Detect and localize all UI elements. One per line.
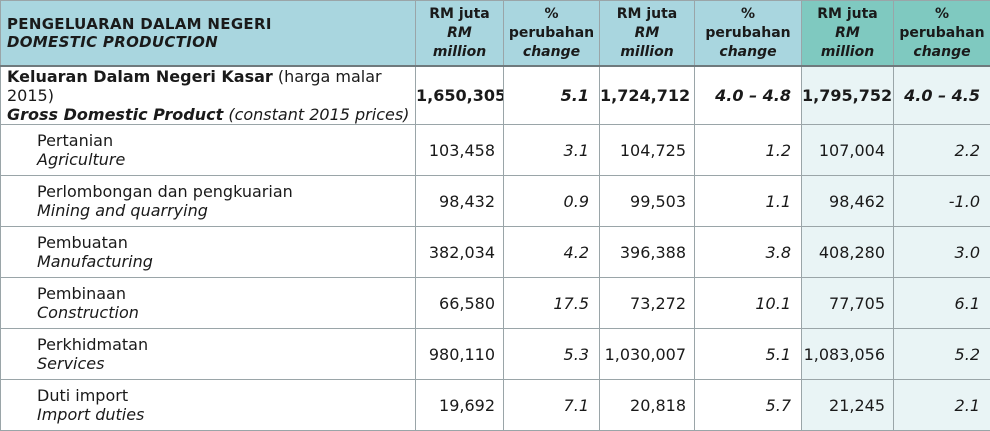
value-cell: 980,110: [416, 329, 504, 380]
change-cell: 5.3: [504, 329, 600, 380]
col-header-rm-1: RM juta RM million: [416, 1, 504, 67]
change-cell: -1.0: [894, 176, 990, 227]
value-cell: 1,030,007: [600, 329, 695, 380]
change-cell: 6.1: [894, 278, 990, 329]
change-cell: 10.1: [695, 278, 802, 329]
col-header-pct-2: % perubahan change: [695, 1, 802, 67]
gdp-value-2: 1,724,712: [600, 66, 695, 125]
change-cell: 3.8: [695, 227, 802, 278]
change-cell: 17.5: [504, 278, 600, 329]
title-english: DOMESTIC PRODUCTION: [7, 33, 415, 51]
change-cell: 5.2: [894, 329, 990, 380]
gdp-change-2: 4.0 – 4.8: [695, 66, 802, 125]
value-cell: 19,692: [416, 380, 504, 431]
table-title: PENGELUARAN DALAM NEGERI DOMESTIC PRODUC…: [1, 1, 416, 67]
change-cell: 4.2: [504, 227, 600, 278]
gdp-value-1: 1,650,305: [416, 66, 504, 125]
change-cell: 3.1: [504, 125, 600, 176]
value-cell: 107,004: [802, 125, 894, 176]
change-cell: 5.7: [695, 380, 802, 431]
change-cell: 3.0: [894, 227, 990, 278]
value-cell: 104,725: [600, 125, 695, 176]
gdp-label-malay: Keluaran Dalam Negeri Kasar: [7, 67, 273, 86]
header-row: PENGELUARAN DALAM NEGERI DOMESTIC PRODUC…: [1, 1, 990, 67]
change-cell: 1.2: [695, 125, 802, 176]
table-row: Pembinaan Construction 66,580 17.5 73,27…: [1, 278, 990, 329]
value-cell: 77,705: [802, 278, 894, 329]
col-header-rm-3: RM juta RM million: [802, 1, 894, 67]
change-cell: 7.1: [504, 380, 600, 431]
change-cell: 1.1: [695, 176, 802, 227]
value-cell: 396,388: [600, 227, 695, 278]
value-cell: 99,503: [600, 176, 695, 227]
value-cell: 21,245: [802, 380, 894, 431]
change-cell: 2.1: [894, 380, 990, 431]
table-row: Duti import Import duties 19,692 7.1 20,…: [1, 380, 990, 431]
row-label: Pembinaan Construction: [1, 278, 416, 329]
value-cell: 1,083,056: [802, 329, 894, 380]
value-cell: 98,432: [416, 176, 504, 227]
row-label: Perkhidmatan Services: [1, 329, 416, 380]
table-row: Perlombongan dan pengkuarian Mining and …: [1, 176, 990, 227]
gdp-label: Keluaran Dalam Negeri Kasar (harga malar…: [1, 66, 416, 125]
value-cell: 73,272: [600, 278, 695, 329]
table-row: Perkhidmatan Services 980,110 5.3 1,030,…: [1, 329, 990, 380]
title-malay: PENGELUARAN DALAM NEGERI: [7, 15, 415, 33]
col-header-rm-2: RM juta RM million: [600, 1, 695, 67]
row-label: Pembuatan Manufacturing: [1, 227, 416, 278]
gdp-change-1: 5.1: [504, 66, 600, 125]
gdp-row: Keluaran Dalam Negeri Kasar (harga malar…: [1, 66, 990, 125]
row-label: Pertanian Agriculture: [1, 125, 416, 176]
value-cell: 382,034: [416, 227, 504, 278]
table-row: Pertanian Agriculture 103,458 3.1 104,72…: [1, 125, 990, 176]
gdp-label-english: Gross Domestic Product: [7, 105, 223, 124]
value-cell: 66,580: [416, 278, 504, 329]
gdp-value-3: 1,795,752: [802, 66, 894, 125]
value-cell: 20,818: [600, 380, 695, 431]
gdp-change-3: 4.0 – 4.5: [894, 66, 990, 125]
col-header-pct-1: % perubahan change: [504, 1, 600, 67]
value-cell: 98,462: [802, 176, 894, 227]
value-cell: 408,280: [802, 227, 894, 278]
change-cell: 2.2: [894, 125, 990, 176]
value-cell: 103,458: [416, 125, 504, 176]
row-label: Duti import Import duties: [1, 380, 416, 431]
change-cell: 5.1: [695, 329, 802, 380]
change-cell: 0.9: [504, 176, 600, 227]
table-row: Pembuatan Manufacturing 382,034 4.2 396,…: [1, 227, 990, 278]
row-label: Perlombongan dan pengkuarian Mining and …: [1, 176, 416, 227]
col-header-pct-3: % perubahan change: [894, 1, 990, 67]
